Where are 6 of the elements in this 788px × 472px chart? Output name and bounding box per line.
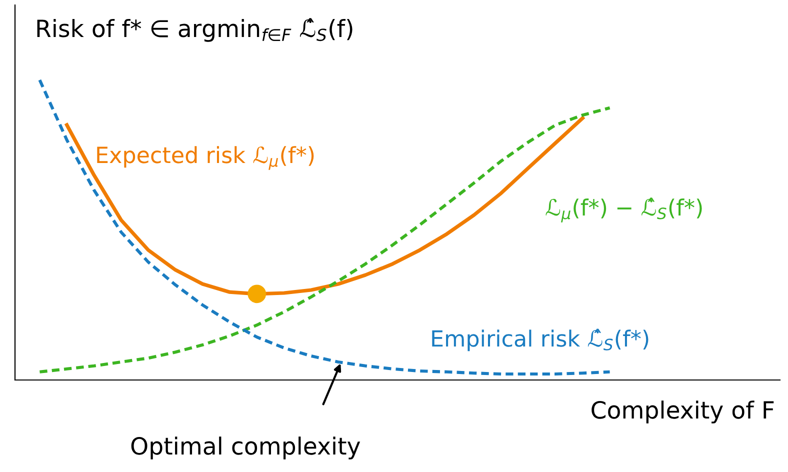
text: ℒ$_{μ}$(f*) − ℒ̂$_{S}$(f*) [546, 198, 702, 222]
text: Optimal complexity [131, 436, 360, 460]
series-label: Empirical risk ℒ̂$_{S}$(f*) [432, 328, 648, 352]
series-label: Expected risk ℒ$_{μ}$(f*) [97, 146, 314, 170]
y-axis-title: Risk of f* ∈ argmin$_{f∈F}$ ℒ̂$_{S}$(f) [37, 18, 352, 42]
x-axis-title: Complexity of F [592, 400, 774, 424]
